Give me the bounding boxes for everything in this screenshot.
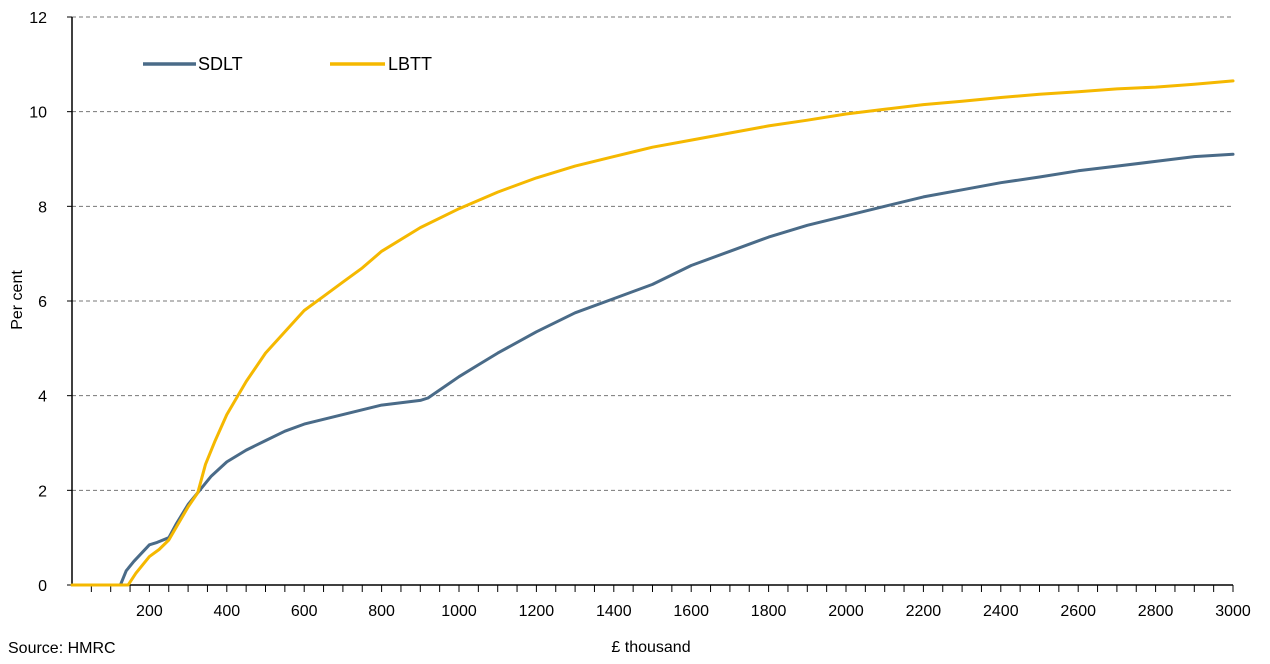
y-tick-label-6: 6 (38, 294, 47, 311)
x-tick-label-400: 400 (213, 603, 240, 620)
legend: SDLT LBTT (143, 54, 432, 74)
x-tick-label-1600: 1600 (673, 603, 709, 620)
legend-label-lbtt: LBTT (388, 54, 432, 74)
x-tick-label-2000: 2000 (828, 603, 864, 620)
y-tick-label-4: 4 (38, 389, 47, 406)
x-tick-label-200: 200 (136, 603, 163, 620)
axes (71, 17, 1233, 586)
x-tick-label-1800: 1800 (751, 603, 787, 620)
y-axis-title: Per cent (9, 270, 26, 330)
y-tick-label-10: 10 (29, 105, 47, 122)
source-note: Source: HMRC (8, 640, 116, 657)
x-axis-title: £ thousand (611, 639, 690, 656)
series-lines (70, 79, 1235, 587)
x-tick-label-2600: 2600 (1060, 603, 1096, 620)
gridlines (72, 16, 1233, 491)
x-tick-label-800: 800 (368, 603, 395, 620)
x-tick-label-1400: 1400 (596, 603, 632, 620)
x-tick-label-1000: 1000 (441, 603, 477, 620)
legend-label-sdlt: SDLT (198, 54, 243, 74)
series-line-sdlt (70, 152, 1235, 587)
y-tick-label-12: 12 (29, 10, 47, 27)
x-tick-label-600: 600 (291, 603, 318, 620)
y-ticks: 0 2 4 6 8 10 12 (29, 10, 72, 595)
x-tick-label-2200: 2200 (906, 603, 942, 620)
series-line-lbtt (70, 79, 1235, 587)
x-tick-label-2800: 2800 (1138, 603, 1174, 620)
y-tick-label-2: 2 (38, 483, 47, 500)
x-ticks: 200 400 600 800 1000 1200 1400 1600 1800 2000 2200… (90, 585, 1251, 620)
x-tick-label-3000: 3000 (1215, 603, 1251, 620)
y-tick-label-8: 8 (38, 199, 47, 216)
y-tick-label-0: 0 (38, 578, 47, 595)
x-tick-label-2400: 2400 (983, 603, 1019, 620)
x-tick-label-1200: 1200 (519, 603, 555, 620)
